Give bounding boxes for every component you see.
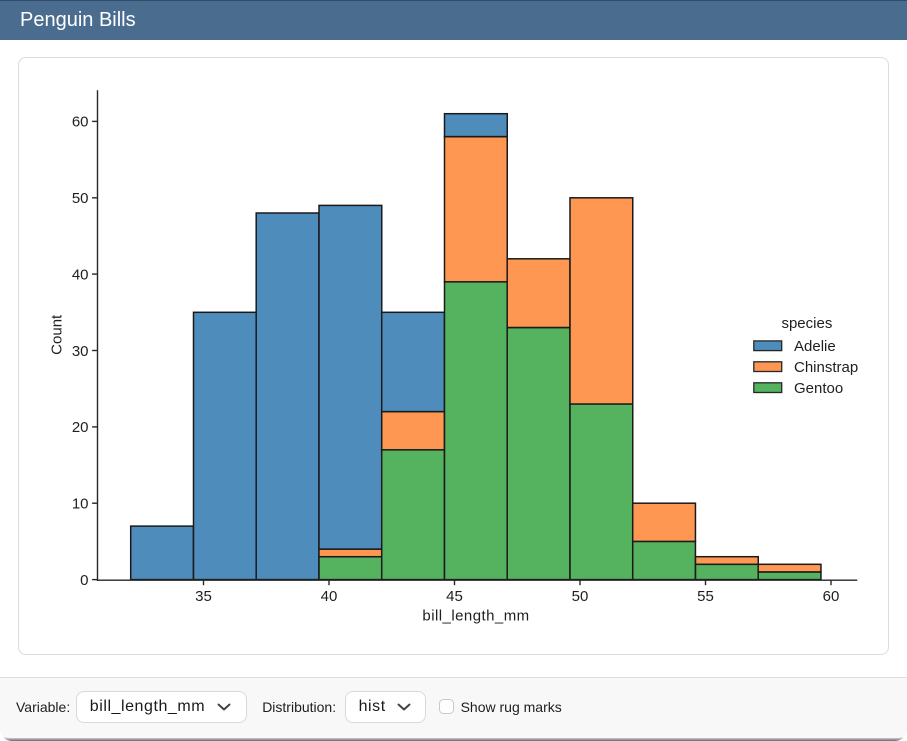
svg-text:30: 30 — [72, 343, 89, 360]
svg-text:species: species — [781, 315, 832, 332]
svg-text:Adelie: Adelie — [794, 338, 836, 355]
svg-text:0: 0 — [80, 572, 88, 589]
svg-text:10: 10 — [72, 496, 89, 513]
svg-text:40: 40 — [321, 588, 338, 605]
svg-text:Gentoo: Gentoo — [794, 380, 843, 397]
svg-text:40: 40 — [72, 266, 89, 283]
svg-text:20: 20 — [72, 419, 89, 436]
svg-text:50: 50 — [572, 588, 589, 605]
svg-text:bill_length_mm: bill_length_mm — [422, 607, 529, 624]
svg-text:55: 55 — [697, 588, 714, 605]
svg-text:60: 60 — [823, 588, 840, 605]
svg-text:35: 35 — [195, 588, 212, 605]
svg-text:Count: Count — [48, 314, 65, 355]
svg-text:45: 45 — [446, 588, 463, 605]
svg-text:50: 50 — [72, 190, 89, 207]
svg-text:Chinstrap: Chinstrap — [794, 359, 858, 376]
svg-text:60: 60 — [72, 114, 89, 131]
